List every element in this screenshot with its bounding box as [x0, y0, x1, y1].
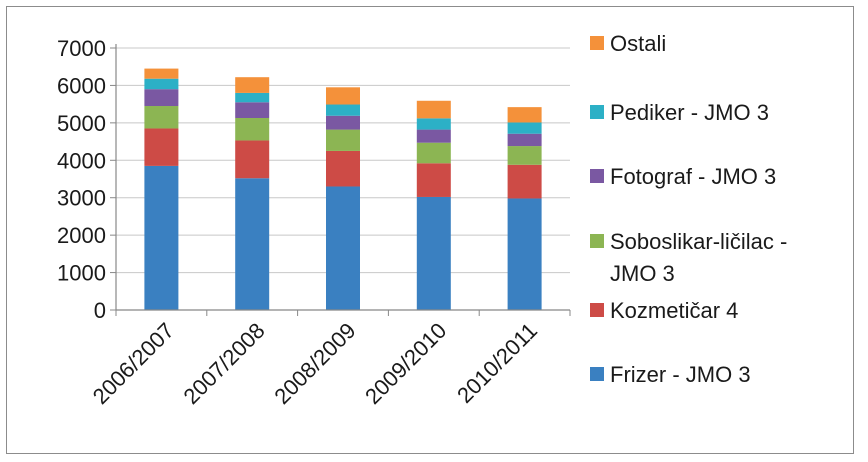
legend-swatch	[590, 169, 604, 183]
bar-segment	[507, 164, 542, 199]
bar-segment	[326, 115, 360, 130]
legend-label-line: Soboslikar-ličilac -	[610, 229, 787, 254]
bar-segment	[144, 165, 179, 310]
legend-label: Fotograf - JMO 3	[610, 164, 776, 189]
bar-segment	[416, 118, 451, 130]
y-axis-ticks: 0 1000 2000 3000 4000 5000 6000 7000	[57, 36, 116, 323]
legend-label: Kozmetičar 4	[610, 298, 738, 323]
x-tick-label: 2008/2009	[269, 318, 360, 409]
y-tick-label: 7000	[57, 36, 106, 61]
x-axis-ticks: 2006/2007 2007/2008 2008/2009 2009/2010 2010…	[88, 310, 571, 409]
legend-label: Pediker - JMO 3	[610, 100, 769, 125]
legend-label-line: JMO 3	[610, 261, 675, 286]
x-tick-label: 2007/2008	[179, 318, 270, 409]
bar-segment	[507, 146, 542, 165]
legend-label: Frizer - JMO 3	[610, 362, 751, 387]
x-tick-label: 2009/2010	[360, 318, 451, 409]
bar-segment	[144, 78, 179, 90]
bar-segment	[235, 92, 270, 103]
bar-segment	[507, 198, 542, 310]
y-tick-label: 1000	[57, 261, 106, 286]
bar-segment	[235, 117, 270, 141]
bar-segment	[416, 142, 451, 164]
bar-segment	[326, 150, 360, 187]
bar-segment	[235, 140, 270, 179]
legend-label: Ostali	[610, 31, 666, 56]
legend-swatch	[590, 303, 604, 317]
legend-swatch	[590, 367, 604, 381]
bar-segment	[416, 196, 451, 310]
y-tick-label: 0	[94, 298, 106, 323]
bar-segment	[235, 102, 270, 118]
bar-segment	[235, 77, 270, 93]
axes	[115, 44, 570, 311]
bars	[144, 68, 542, 310]
y-tick-label: 4000	[57, 148, 106, 173]
y-tick-label: 5000	[57, 111, 106, 136]
bar-segment	[416, 163, 451, 197]
y-tick-label: 6000	[57, 73, 106, 98]
bar-segment	[416, 100, 451, 119]
legend-swatch	[590, 234, 604, 248]
bar-segment	[507, 107, 542, 123]
bar-segment	[326, 104, 360, 116]
x-tick-label: 2006/2007	[88, 318, 179, 409]
x-tick-label: 2010/2011	[452, 318, 542, 408]
bar-segment	[507, 122, 542, 134]
y-tick-label: 2000	[57, 223, 106, 248]
bar-segment	[416, 129, 451, 143]
bar-segment	[326, 87, 360, 105]
bar-segment	[235, 178, 270, 310]
legend-label: Soboslikar-ličilac - JMO 3	[610, 229, 787, 286]
bar-segment	[144, 89, 179, 107]
legend-swatch	[590, 36, 604, 50]
bar-segment	[144, 128, 179, 166]
bar-segment	[326, 129, 360, 151]
bar-segment	[144, 68, 179, 79]
legend: Ostali Pediker - JMO 3 Fotograf - JMO 3 Sob…	[590, 31, 787, 387]
bar-segment	[507, 133, 542, 147]
bar-segment	[144, 106, 179, 129]
bar-segment	[326, 186, 360, 310]
legend-swatch	[590, 105, 604, 119]
y-tick-label: 3000	[57, 186, 106, 211]
